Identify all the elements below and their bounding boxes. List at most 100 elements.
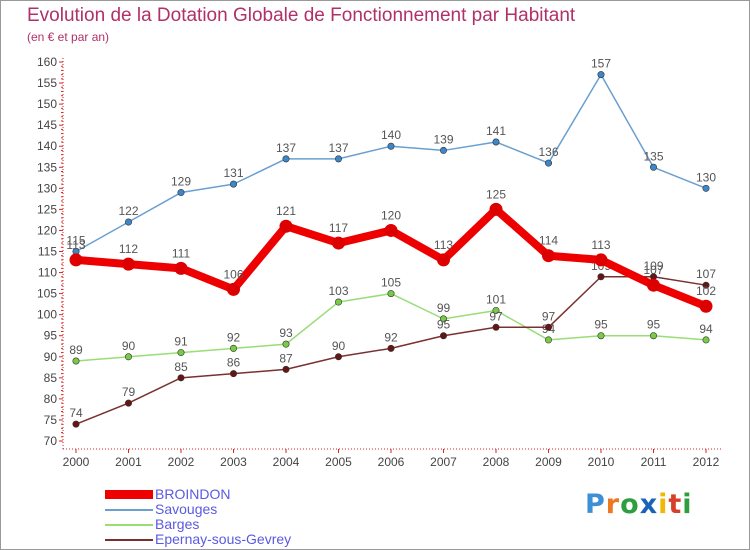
data-point-epernay-sous-gevrey [72, 420, 80, 428]
logo-letter: i [658, 489, 669, 520]
data-point-barges [597, 332, 605, 340]
data-point-barges [387, 290, 395, 298]
y-tick-label: 140 [37, 139, 57, 153]
legend-label-epernay: Epernay-sous-Gevrey [155, 531, 292, 547]
data-label-epernay-sous-gevrey: 95 [437, 318, 451, 332]
data-label-epernay-sous-gevrey: 92 [384, 330, 398, 344]
data-point-savouges [230, 180, 238, 188]
x-tick-label: 2012 [693, 455, 720, 469]
data-point-broindon [647, 278, 660, 292]
data-label-broindon: 111 [172, 246, 191, 260]
data-point-savouges [702, 184, 710, 192]
data-point-savouges [125, 218, 133, 226]
data-label-savouges: 137 [328, 141, 348, 155]
data-label-epernay-sous-gevrey: 90 [332, 339, 346, 353]
data-point-epernay-sous-gevrey [492, 323, 500, 331]
data-label-epernay-sous-gevrey: 107 [696, 267, 716, 281]
y-tick-label: 75 [44, 413, 58, 427]
data-label-barges: 94 [699, 322, 713, 336]
data-point-epernay-sous-gevrey [230, 370, 238, 378]
data-label-epernay-sous-gevrey: 85 [174, 360, 188, 374]
data-label-savouges: 157 [591, 57, 611, 71]
data-label-barges: 89 [69, 343, 83, 357]
data-point-barges [334, 298, 342, 306]
data-label-barges: 95 [647, 318, 661, 332]
x-tick-label: 2003 [220, 455, 247, 469]
legend-label-broindon: BROINDON [155, 486, 231, 502]
y-tick-label: 105 [37, 287, 57, 301]
data-point-savouges [649, 163, 657, 171]
y-tick-label: 85 [44, 371, 58, 385]
data-label-savouges: 115 [66, 234, 85, 248]
data-point-broindon [594, 253, 608, 267]
data-label-broindon: 106 [223, 267, 243, 281]
data-label-epernay-sous-gevrey: 86 [227, 356, 241, 370]
data-label-savouges: 129 [171, 175, 191, 189]
data-label-savouges: 135 [643, 149, 663, 163]
data-point-epernay-sous-gevrey [439, 332, 447, 340]
data-point-savouges [544, 159, 552, 167]
x-tick-label: 2007 [430, 455, 457, 469]
x-tick-label: 2002 [168, 455, 195, 469]
data-label-savouges: 122 [118, 204, 138, 218]
data-label-broindon: 113 [434, 238, 453, 252]
data-point-broindon [384, 223, 398, 237]
y-tick-label: 135 [37, 160, 57, 174]
data-point-broindon [227, 282, 240, 296]
x-tick-label: 2008 [483, 455, 510, 469]
x-tick-label: 2010 [588, 455, 615, 469]
y-tick-label: 130 [37, 181, 57, 195]
chart-title: Evolution de la Dotation Globale de Fonc… [27, 5, 576, 26]
data-label-barges: 91 [174, 335, 188, 349]
y-tick-label: 145 [37, 118, 57, 132]
data-label-savouges: 141 [486, 124, 506, 138]
data-label-broindon: 112 [119, 242, 138, 256]
data-label-savouges: 140 [381, 128, 401, 142]
legend-label-barges: Barges [155, 516, 200, 532]
data-label-savouges: 136 [538, 145, 558, 159]
logo-letter: r [605, 489, 621, 520]
data-point-barges [230, 344, 238, 352]
data-point-broindon [437, 253, 450, 267]
data-point-barges [649, 332, 657, 340]
logo-letter: i [682, 489, 693, 520]
data-label-broindon: 107 [643, 263, 663, 277]
data-label-epernay-sous-gevrey: 87 [279, 351, 293, 365]
data-label-barges: 90 [122, 339, 136, 353]
legend-swatch-broindon [105, 490, 153, 499]
data-point-broindon [542, 249, 555, 263]
x-tick-label: 2004 [273, 455, 300, 469]
data-label-savouges: 139 [433, 132, 453, 146]
y-tick-label: 120 [37, 223, 57, 237]
chart-subtitle: (en € et par an) [27, 30, 110, 44]
logo-letter: t [668, 489, 683, 520]
data-point-broindon [279, 219, 293, 233]
data-label-savouges: 130 [696, 170, 716, 184]
legend-label-savouges: Savouges [155, 501, 218, 517]
data-point-broindon [489, 202, 503, 216]
data-label-broindon: 125 [486, 187, 506, 201]
data-label-epernay-sous-gevrey: 97 [489, 309, 503, 323]
data-label-broindon: 114 [539, 234, 558, 248]
data-point-barges [282, 340, 290, 348]
data-point-savouges [282, 155, 290, 163]
y-tick-label: 70 [44, 434, 58, 448]
y-tick-label: 155 [37, 76, 57, 90]
y-tick-label: 95 [44, 329, 58, 343]
y-tick-label: 160 [37, 55, 57, 69]
data-point-broindon [174, 261, 188, 275]
proxiti-logo: Proxiti [585, 489, 693, 520]
data-point-barges [439, 315, 447, 323]
y-tick-label: 80 [44, 392, 58, 406]
data-point-savouges [334, 155, 342, 163]
x-tick-label: 2000 [63, 455, 90, 469]
logo-letter: P [585, 489, 606, 520]
data-point-barges [702, 336, 710, 344]
data-point-barges [177, 349, 185, 357]
data-label-broindon: 113 [66, 238, 85, 252]
data-point-barges [72, 357, 80, 365]
data-point-broindon [69, 253, 83, 267]
data-label-barges: 101 [486, 292, 506, 306]
data-label-epernay-sous-gevrey: 109 [643, 259, 663, 273]
